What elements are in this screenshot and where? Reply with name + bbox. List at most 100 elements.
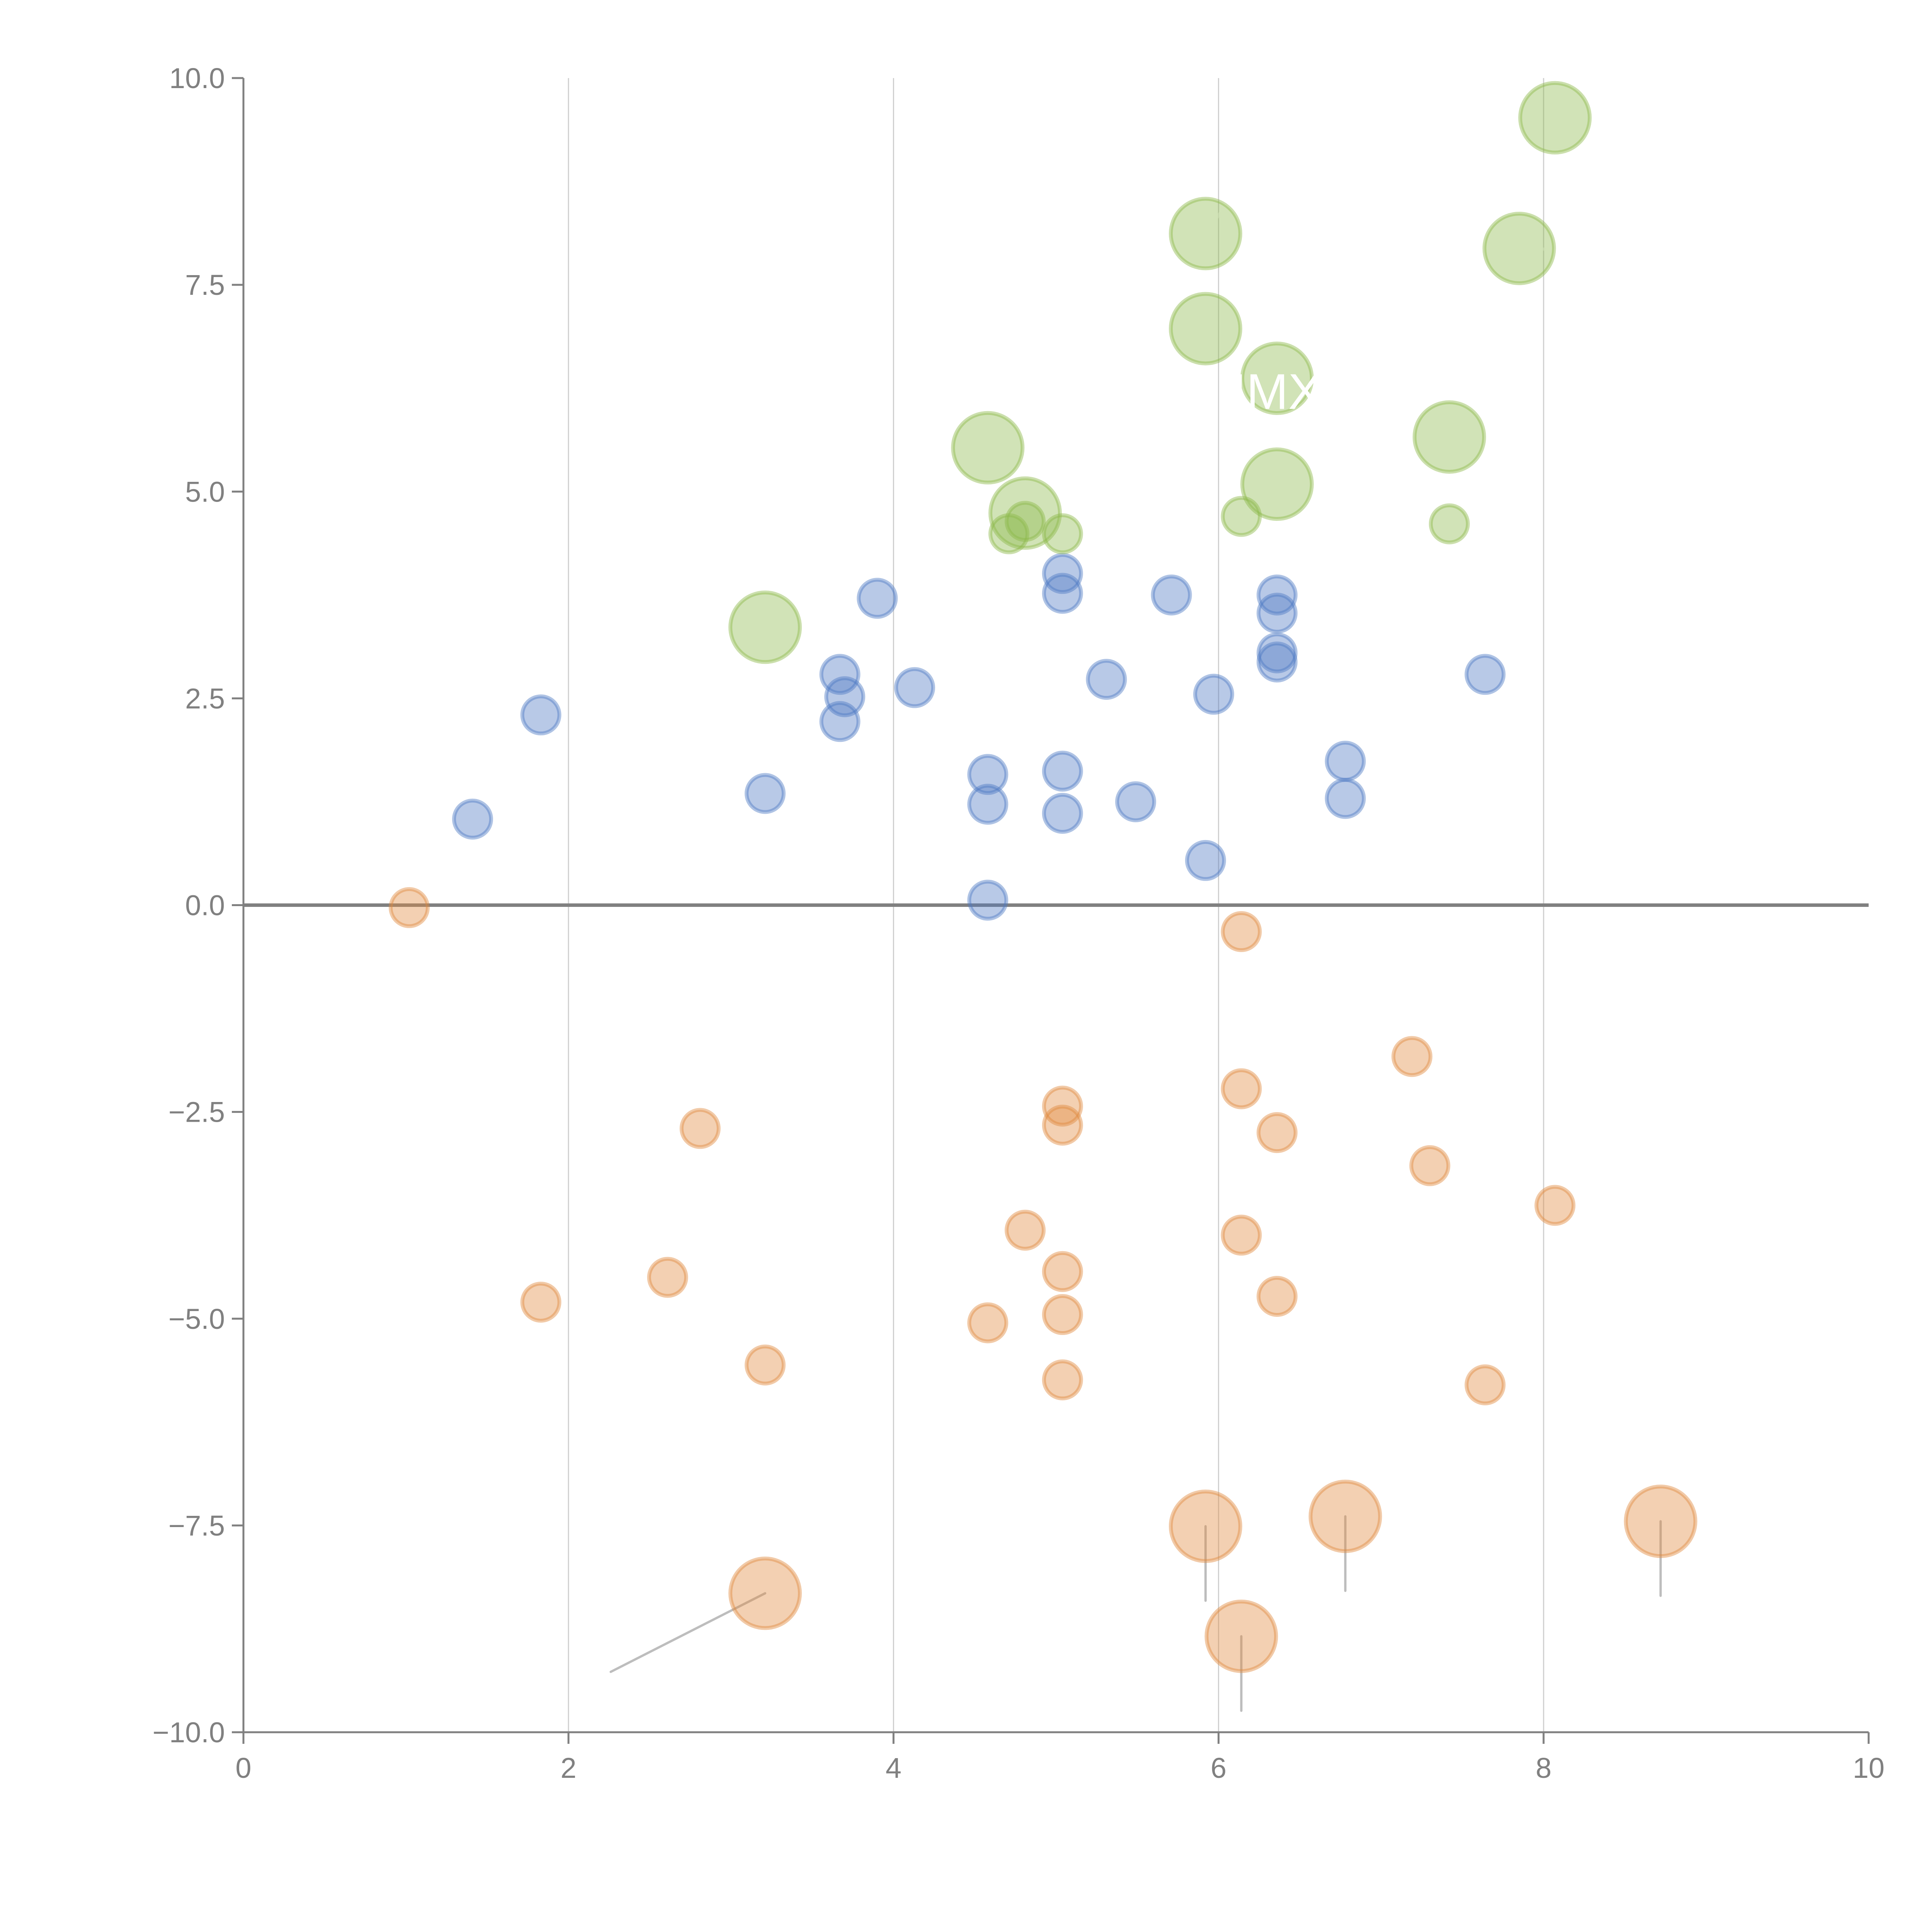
green-bubble [988,476,1062,550]
orange-bubble [745,1344,786,1386]
x-tick-label: 2 [561,1752,577,1784]
orange-bubble [389,887,430,928]
point-labels: IMX [1232,363,1321,420]
green-bubble [1518,81,1592,155]
blue-bubble [1042,573,1083,614]
orange-bubble [1624,1485,1697,1558]
green-leader-line [1187,327,1207,367]
blue-bubble [967,879,1009,921]
orange-leader-line [609,1592,767,1673]
y-tick-label: 5.0 [185,476,225,508]
orange-bubble [1204,1599,1278,1673]
blue-bubble [1042,553,1083,594]
orange-bubble [1168,1490,1242,1563]
blue-bubble [452,798,493,840]
blue-bubble [1151,574,1192,616]
green-bubble [1482,211,1556,285]
green-leader-line [1204,186,1240,235]
green-leader-line [1447,435,1492,468]
blue-bubble [1042,793,1083,834]
y-tick-label: −2.5 [168,1096,225,1128]
blue-bubble [1193,673,1234,715]
blue-bubble [819,701,861,742]
y-tick-label: 2.5 [185,682,225,714]
blue-bubble [1257,574,1298,616]
blue-bubble [824,676,866,718]
orange-bubble [1005,1209,1046,1251]
blue-bubble [1185,840,1226,881]
blue-bubble [1115,781,1156,822]
blue-bubble [967,754,1009,795]
point-label: IMX [1232,363,1321,420]
axes: 10.0 7.5 5.0 2.5 0.0 −2.5 −5.0 −7.5 −10.0 0 2 4 6 8 10 [153,62,1884,1784]
y-tick-label: −10.0 [153,1716,225,1748]
orange-bubble [1042,1359,1083,1401]
green-bubble [988,513,1030,554]
orange-bubble [647,1257,688,1298]
orange-bubble [1221,1214,1262,1256]
green-bubble [951,411,1025,485]
orange-bubble [1042,1294,1083,1335]
green-bubble [1240,342,1314,415]
orange-bubble [1221,1068,1262,1109]
green-bubble [1412,400,1486,474]
green-bubble [728,590,802,664]
orange-bubble [1534,1185,1576,1226]
blue-bubble [1464,654,1506,695]
green-bubble [1429,503,1470,544]
orange-bubble [679,1108,721,1149]
x-tick-label: 6 [1211,1752,1226,1784]
blue-bubble [819,654,861,695]
green-leader-line [1276,339,1320,380]
blue-bubble [1325,741,1366,782]
green-leader-line [1024,511,1084,597]
blue-bubble [1325,778,1366,819]
orange-bubble [520,1281,561,1323]
orange-bubble [967,1302,1009,1344]
blue-bubble [1257,641,1298,683]
orange-bubble [1409,1145,1451,1186]
y-tick-label: 10.0 [169,62,225,94]
orange-bubble [1308,1480,1382,1553]
orange-bubble [1391,1036,1433,1077]
green-leader-line [1553,106,1605,119]
blue-bubble [1257,632,1298,673]
green-bubble [1042,513,1083,554]
orange-bubble [728,1556,802,1630]
green-bubble [1168,197,1242,270]
y-tick-label: 0.0 [185,889,225,922]
x-tick-label: 10 [1853,1752,1884,1784]
y-tick-label: −5.0 [168,1303,225,1335]
orange-bubble [1042,1085,1083,1127]
orange-bubble [1464,1364,1506,1405]
orange-bubble [1042,1104,1083,1146]
leader-lines [609,106,1662,1712]
blue-bubble [1042,750,1083,792]
orange-bubble [1257,1112,1298,1153]
orange-bubble [1257,1276,1298,1317]
x-tick-label: 0 [235,1752,251,1784]
green-leader-line [1517,247,1586,252]
blue-bubble [857,578,898,619]
green-leader-line [764,588,808,629]
blue-bubble [520,694,561,736]
blue-bubble [894,667,935,708]
y-tick-label: −7.5 [168,1510,225,1542]
green-bubble [1221,496,1262,537]
orange-bubble [1042,1251,1083,1292]
green-leader-line [986,409,1030,449]
x-tick-label: 4 [886,1752,901,1784]
green-bubble [1168,292,1242,366]
green-bubble [1005,501,1046,542]
data-points [389,81,1697,1673]
blue-bubble [1257,592,1298,634]
x-tick-label: 8 [1536,1752,1551,1784]
y-tick-label: 7.5 [185,269,225,301]
blue-bubble [1086,659,1127,700]
green-bubble [1240,447,1314,521]
orange-bubble [1221,911,1262,952]
green-leader-line [1276,437,1292,486]
blue-bubble [745,773,786,814]
blue-bubble [967,784,1009,825]
